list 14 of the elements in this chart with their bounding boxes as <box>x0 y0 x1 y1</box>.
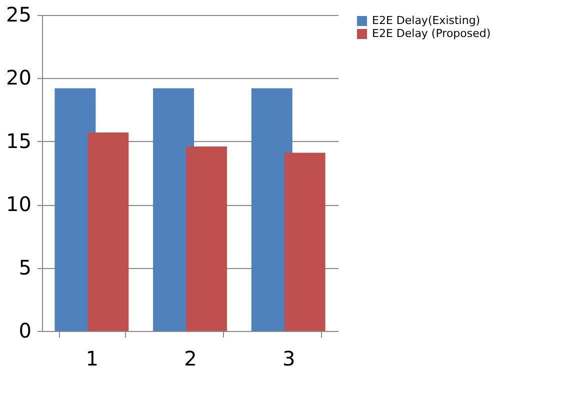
y-tick-label: 0 <box>18 318 32 342</box>
y-tick-label: 15 <box>6 128 32 153</box>
x-tick-label: 3 <box>282 346 296 370</box>
y-tick-label: 10 <box>6 192 32 216</box>
x-tick-label: 1 <box>86 346 99 370</box>
y-tick-label: 20 <box>6 66 32 90</box>
bar <box>186 146 227 331</box>
legend-label: E2E Delay(Existing) <box>372 14 480 27</box>
bar <box>88 132 129 331</box>
bar <box>284 152 326 331</box>
y-tick-label: 5 <box>18 255 32 280</box>
legend-label: E2E Delay (Proposed) <box>372 27 491 40</box>
y-tick-label: 25 <box>6 2 32 26</box>
x-tick-label: 2 <box>184 346 197 370</box>
